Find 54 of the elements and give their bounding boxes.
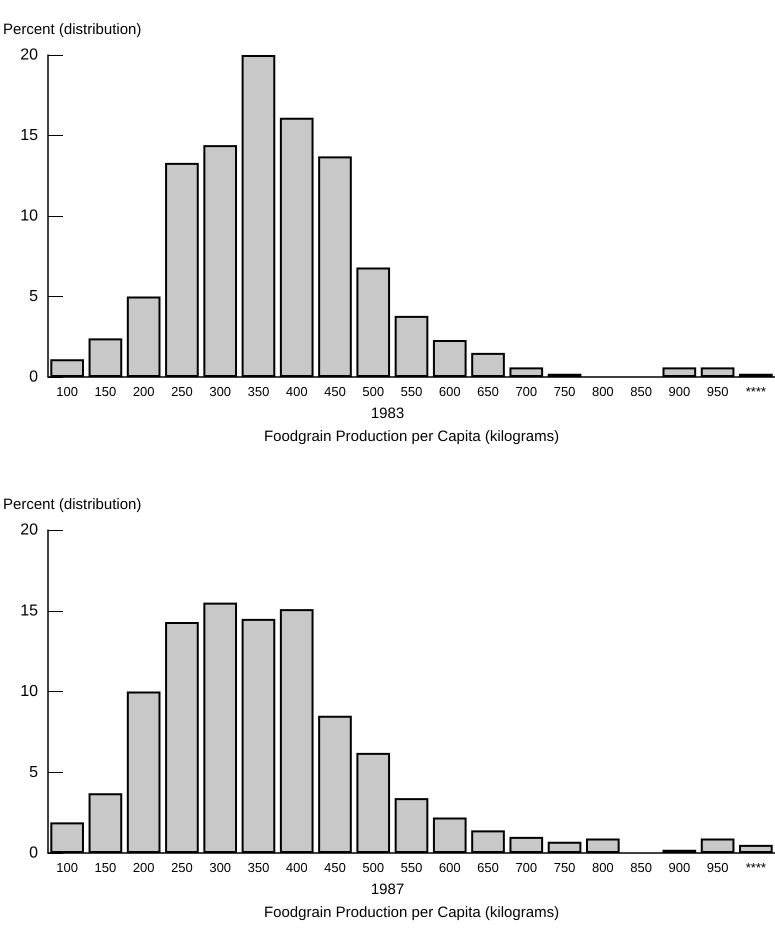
x-tick-label: 600 bbox=[438, 384, 461, 399]
x-tick-label: 350 bbox=[248, 860, 270, 875]
x-tick-label: 300 bbox=[209, 860, 232, 875]
y-tick-label: 10 bbox=[20, 683, 38, 700]
x-tick-label: 800 bbox=[592, 860, 614, 875]
x-tick-label: 200 bbox=[132, 860, 155, 875]
x-tick-label: 900 bbox=[668, 384, 690, 399]
x-tick-label: 750 bbox=[554, 384, 576, 399]
x-tick-label: 500 bbox=[362, 860, 384, 875]
x-tick-label: 650 bbox=[477, 860, 499, 875]
x-tick-label: 550 bbox=[400, 860, 422, 875]
y-tick-label: 0 bbox=[29, 368, 38, 386]
x-tick-label: 700 bbox=[515, 860, 538, 875]
y-tick-label: 15 bbox=[20, 127, 38, 144]
x-axis-title: Foodgrain Production per Capita (kilograms) bbox=[264, 904, 560, 921]
x-tick-label: 550 bbox=[400, 384, 422, 399]
x-tick-label: 150 bbox=[94, 860, 116, 875]
text: 1987 bbox=[370, 881, 404, 898]
text: 1983 bbox=[370, 405, 404, 422]
x-tick-label: 100 bbox=[56, 384, 78, 399]
x-axis-title: Foodgrain Production per Capita (kilograms) bbox=[264, 428, 560, 445]
x-tick-label: 800 bbox=[592, 384, 614, 399]
x-tick-label: 600 bbox=[438, 860, 461, 875]
x-tick-label: 950 bbox=[706, 860, 728, 875]
x-tick-label: **** bbox=[746, 384, 766, 399]
x-tick-label: 100 bbox=[56, 860, 78, 875]
x-tick-label: 200 bbox=[132, 384, 155, 399]
y-tick-label: 10 bbox=[20, 208, 38, 224]
x-tick-label: 850 bbox=[630, 384, 652, 399]
y-axis-title: Percent (distribution) bbox=[3, 21, 142, 38]
x-tick-label: 950 bbox=[706, 384, 728, 399]
x-tick-label: 450 bbox=[324, 384, 346, 399]
x-tick-label: 900 bbox=[668, 860, 690, 875]
x-tick-label: 850 bbox=[630, 860, 652, 875]
x-tick-label: 150 bbox=[94, 384, 116, 399]
x-tick-label: 750 bbox=[554, 860, 576, 875]
x-tick-label: 250 bbox=[171, 384, 193, 399]
y-tick-label: 5 bbox=[29, 288, 38, 305]
x-tick-label: 400 bbox=[286, 384, 308, 399]
y-axis-title: Percent (distribution) bbox=[3, 496, 142, 513]
x-tick-label: 450 bbox=[324, 860, 346, 875]
y-tick-label: 15 bbox=[20, 602, 38, 620]
y-tick-label: 20 bbox=[20, 46, 38, 64]
x-tick-label: **** bbox=[746, 860, 766, 875]
y-tick-label: 5 bbox=[29, 764, 38, 781]
y-tick-label: 0 bbox=[29, 844, 38, 862]
y-tick-label: 20 bbox=[20, 522, 38, 538]
x-tick-label: 650 bbox=[477, 384, 499, 399]
x-tick-label: 300 bbox=[209, 384, 232, 399]
x-tick-label: 400 bbox=[286, 860, 308, 875]
x-tick-label: 350 bbox=[248, 384, 270, 399]
x-tick-label: 500 bbox=[362, 384, 384, 399]
x-tick-label: 250 bbox=[171, 860, 193, 875]
x-tick-label: 700 bbox=[515, 384, 538, 399]
